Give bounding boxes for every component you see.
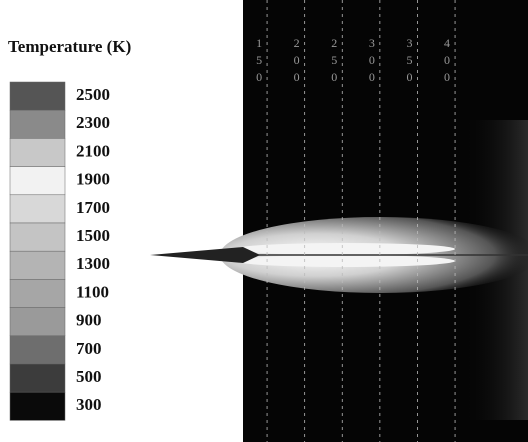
colorbar-band xyxy=(9,166,66,196)
colorbar-band xyxy=(9,279,66,308)
colorbar-tick-label: 2100 xyxy=(76,141,110,160)
colorbar-tick-label: 2500 xyxy=(76,85,110,104)
colorbar-tick-label: 1500 xyxy=(76,226,110,245)
station-label: 250 xyxy=(327,36,341,87)
colorbar-band xyxy=(9,194,66,224)
flame-core-top xyxy=(235,243,455,255)
colorbar-tick-label: 1900 xyxy=(76,170,110,189)
colorbar-title: Temperature (K) xyxy=(8,37,131,56)
colorbar-tick-label: 1100 xyxy=(76,282,109,301)
colorbar-band xyxy=(9,391,66,421)
colorbar-tick-label: 900 xyxy=(76,311,102,330)
colorbar-tick-label: 2300 xyxy=(76,113,110,132)
flame-core-bottom xyxy=(235,255,455,267)
colorbar-tick-label: 700 xyxy=(76,339,102,358)
injector xyxy=(150,247,260,263)
colorbar-band xyxy=(9,81,66,111)
colorbar-band xyxy=(9,222,66,252)
colorbar-tick-label: 300 xyxy=(76,395,102,414)
colorbar-tick-label: 1300 xyxy=(76,254,110,273)
station-label: 400 xyxy=(440,36,454,87)
colorbar-tick-label: 500 xyxy=(76,367,102,386)
colorbar-band xyxy=(9,138,66,167)
colorbar-band xyxy=(9,335,66,365)
station-label: 200 xyxy=(290,36,304,87)
station-label: 300 xyxy=(365,36,379,87)
station-label: 350 xyxy=(402,36,416,87)
colorbar-band xyxy=(9,307,66,337)
colorbar-band xyxy=(9,109,66,139)
colorbar-band xyxy=(9,250,66,280)
colorbar-band xyxy=(9,363,66,393)
colorbar-tick-label: 1700 xyxy=(76,198,110,217)
station-label: 150 xyxy=(252,36,266,87)
